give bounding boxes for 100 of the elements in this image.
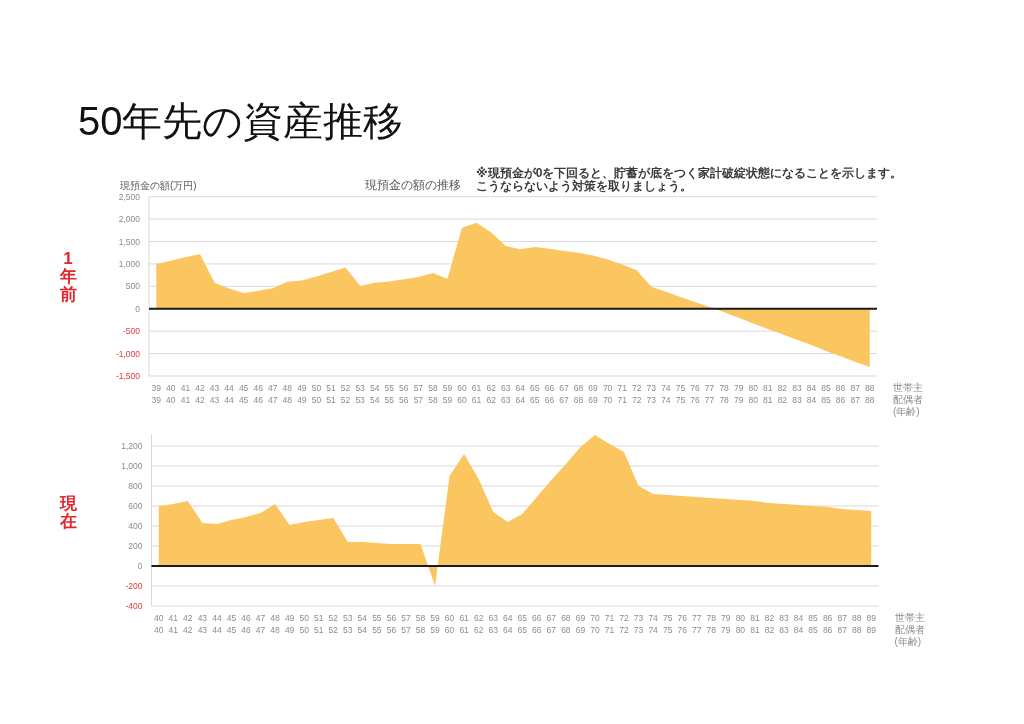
x-tick-label: 61 61 [459, 613, 470, 635]
x-tick-label: 63 63 [488, 613, 499, 635]
x-tick-label: 77 77 [704, 383, 715, 405]
x-tick-label: 68 68 [561, 613, 571, 635]
x-tick-label: 67 67 [559, 383, 569, 405]
y-tick-label: 0 [137, 560, 143, 571]
x-tick-label: 62 62 [486, 383, 497, 405]
text: 現在 [58, 494, 78, 532]
x-tick-label: 64 64 [503, 613, 513, 635]
y-tick-label: -1,000 [115, 348, 141, 359]
x-tick-label: 82 82 [764, 613, 775, 635]
x-tick-label: 77 77 [692, 613, 702, 635]
x-tick-label: 43 43 [209, 383, 220, 405]
x-tick-label: 73 73 [646, 383, 657, 405]
x-tick-label: 51 51 [313, 613, 324, 635]
y-tick-label: 1,200 [121, 440, 143, 451]
x-tick-label: 56 56 [399, 383, 409, 405]
x-tick-label: 70 70 [590, 613, 600, 635]
x-tick-label: 49 49 [297, 383, 307, 405]
x-tick-label: 56 56 [386, 613, 397, 635]
x-tick-label: 69 69 [588, 383, 599, 405]
x-tick-label: 79 79 [733, 383, 744, 405]
x-tick-label: 79 79 [721, 613, 731, 635]
x-tick-label: 76 76 [690, 383, 700, 405]
x-axis-title: 世帯主配偶者(年齢) [893, 382, 923, 417]
x-tick-label: 45 45 [226, 613, 237, 635]
x-tick-label: 47 47 [255, 613, 266, 635]
x-tick-label: 58 58 [415, 613, 426, 635]
x-tick-label: 55 55 [384, 383, 395, 405]
x-tick-label: 82 82 [777, 383, 788, 405]
x-tick-label: 61 61 [471, 383, 482, 405]
text: 1年前 [58, 248, 77, 304]
x-tick-label: 47 47 [268, 383, 278, 405]
y-tick-label: 400 [128, 520, 143, 531]
x-tick-label: 66 66 [532, 613, 542, 635]
x-tick-label: 60 60 [444, 613, 455, 635]
x-tick-label: 85 85 [808, 613, 819, 635]
y-tick-label: 2,500 [118, 191, 141, 202]
x-tick-label: 49 49 [284, 613, 295, 635]
x-tick-label: 41 41 [168, 613, 179, 635]
y-tick-label: 600 [128, 500, 143, 511]
x-tick-label: 64 64 [515, 383, 526, 405]
chart-subtitle: 現預金の額の推移 [365, 177, 461, 192]
x-tick-label: 42 42 [195, 383, 205, 405]
x-tick-label: 57 57 [413, 383, 424, 405]
x-tick-label: 50 50 [311, 383, 322, 405]
x-tick-label: 83 83 [792, 383, 802, 405]
x-tick-label: 65 65 [530, 383, 540, 405]
x-tick-label: 43 43 [197, 613, 208, 635]
x-tick-label: 45 45 [238, 383, 249, 405]
y-axis-title: 現預金の額(万円) [120, 179, 197, 191]
y-tick-label: 2,000 [118, 214, 141, 225]
y-tick-label: 1,000 [121, 460, 143, 471]
y-tick-label: -1,500 [115, 370, 141, 381]
x-tick-label: 44 44 [212, 613, 222, 635]
x-tick-label: 51 51 [326, 383, 336, 405]
y-tick-label: 800 [128, 480, 143, 491]
x-tick-label: 83 83 [779, 613, 789, 635]
x-tick-label: 75 75 [675, 383, 686, 405]
x-axis-title: 世帯主配偶者(年齢) [894, 612, 925, 647]
x-tick-label: 48 48 [282, 383, 293, 405]
x-tick-label: 88 88 [864, 383, 875, 405]
x-tick-label: 81 81 [763, 383, 773, 405]
x-tick-label: 46 46 [253, 383, 264, 405]
x-tick-label: 55 55 [372, 613, 382, 635]
x-tick-label: 70 70 [602, 383, 613, 405]
x-tick-label: 63 63 [500, 383, 511, 405]
x-tick-label: 52 52 [328, 613, 339, 635]
y-tick-label: 200 [128, 540, 143, 551]
x-tick-label: 59 59 [442, 383, 453, 405]
x-tick-label: 50 50 [299, 613, 310, 635]
x-tick-label: 75 75 [662, 613, 673, 635]
y-tick-label: -400 [125, 600, 143, 611]
x-tick-label: 71 71 [604, 613, 615, 635]
x-tick-label: 57 57 [401, 613, 411, 635]
y-tick-label: 500 [125, 281, 141, 292]
x-tick-label: 39 39 [151, 383, 162, 405]
x-tick-label: 76 76 [677, 613, 688, 635]
y-tick-label: -200 [125, 580, 143, 591]
x-tick-label: 78 78 [719, 383, 730, 405]
x-tick-label: 46 46 [241, 613, 251, 635]
x-tick-label: 72 72 [619, 613, 630, 635]
x-tick-label: 71 71 [617, 383, 628, 405]
x-tick-label: 74 74 [661, 383, 671, 405]
x-tick-label: 78 78 [706, 613, 717, 635]
x-tick-label: 60 60 [457, 383, 468, 405]
x-tick-label: 41 41 [180, 383, 191, 405]
x-tick-label: 52 52 [340, 383, 351, 405]
y-tick-label: 1,500 [118, 236, 141, 247]
x-tick-label: 80 80 [735, 613, 746, 635]
x-tick-label: 53 53 [355, 383, 366, 405]
x-tick-label: 68 68 [573, 383, 584, 405]
x-tick-label: 40 40 [166, 383, 176, 405]
x-tick-label: 62 62 [473, 613, 484, 635]
x-tick-label: 80 80 [748, 383, 759, 405]
x-tick-label: 44 44 [224, 383, 235, 405]
x-tick-label: 89 89 [866, 613, 877, 635]
x-tick-label: 67 67 [546, 613, 557, 635]
y-tick-label: -500 [122, 326, 141, 337]
x-tick-label: 84 84 [806, 383, 817, 405]
